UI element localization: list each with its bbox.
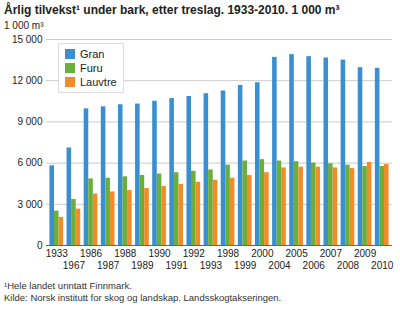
- svg-text:1986: 1986: [80, 248, 103, 259]
- html-text:Kilde: Norsk institutt for sko: Kilde: Norsk institutt for skog og lands…: [4, 292, 282, 303]
- svg-text:1933: 1933: [46, 248, 69, 259]
- svg-text:1987: 1987: [97, 260, 120, 271]
- svg-text:9 000: 9 000: [17, 116, 42, 127]
- svg-text:1989: 1989: [131, 260, 154, 271]
- svg-text:2009: 2009: [354, 248, 377, 259]
- svg-text:1993: 1993: [200, 260, 223, 271]
- html-text:Furu: Furu: [80, 62, 103, 74]
- svg-text:15 000: 15 000: [12, 34, 43, 45]
- svg-text:2008: 2008: [337, 260, 360, 271]
- svg-text:2006: 2006: [303, 260, 326, 271]
- html-text:Gran: Gran: [80, 48, 105, 60]
- html-text:Lauvtre: Lauvtre: [80, 76, 117, 88]
- svg-text:1990: 1990: [148, 248, 171, 259]
- html-text:¹Hele landet unntatt Finnmark.: ¹Hele landet unntatt Finnmark.: [4, 280, 132, 291]
- svg-text:1992: 1992: [183, 248, 206, 259]
- svg-text:3 000: 3 000: [17, 199, 42, 210]
- svg-text:1998: 1998: [217, 248, 240, 259]
- svg-text:0: 0: [37, 240, 43, 251]
- svg-text:2007: 2007: [320, 248, 343, 259]
- svg-text:1967: 1967: [63, 260, 86, 271]
- svg-text:2005: 2005: [285, 248, 308, 259]
- svg-text:1988: 1988: [114, 248, 137, 259]
- svg-text:2010: 2010: [371, 260, 394, 271]
- svg-text:2000: 2000: [251, 248, 274, 259]
- svg-text:1991: 1991: [166, 260, 189, 271]
- svg-text:6 000: 6 000: [17, 157, 42, 168]
- svg-text:12 000: 12 000: [12, 75, 43, 86]
- html-text:1 000 m³: 1 000 m³: [4, 20, 44, 31]
- svg-text:2004: 2004: [268, 260, 291, 271]
- html-text:Årlig tilvekst¹ under bark, et: Årlig tilvekst¹ under bark, etter tresla…: [4, 3, 340, 17]
- svg-text:1999: 1999: [234, 260, 257, 271]
